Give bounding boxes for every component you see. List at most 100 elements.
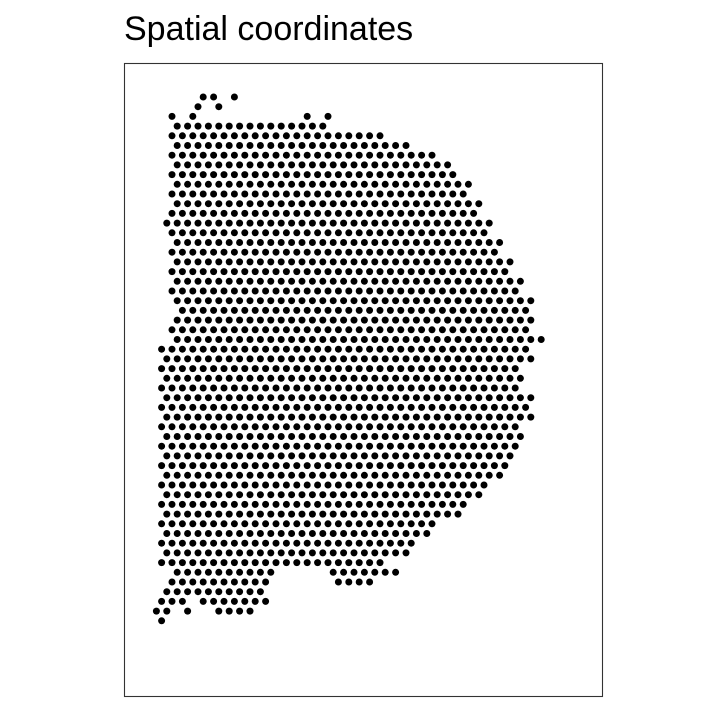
spot-point — [241, 268, 249, 276]
spot-point — [262, 384, 270, 392]
spot-point — [163, 413, 171, 421]
spot-point — [527, 355, 535, 363]
spot-point — [230, 345, 238, 353]
spot-point — [340, 471, 348, 479]
spot-point — [189, 326, 197, 334]
spot-point — [423, 277, 431, 285]
spot-point — [444, 433, 452, 440]
spot-point — [194, 219, 202, 227]
spot-point — [158, 442, 166, 450]
spot-point — [340, 374, 348, 382]
spot-point — [288, 258, 296, 266]
spot-point — [308, 394, 316, 402]
spot-point — [194, 200, 202, 208]
spot-point — [288, 277, 296, 285]
spot-point — [386, 190, 394, 198]
spot-point — [210, 190, 218, 198]
spot-point — [288, 142, 296, 149]
spot-point — [314, 171, 322, 179]
spot-point — [418, 248, 426, 256]
spot-point — [386, 442, 394, 450]
spot-point — [256, 200, 264, 208]
spot-point — [319, 219, 327, 227]
spot-point — [366, 442, 374, 450]
spot-point — [282, 268, 290, 276]
spot-point — [516, 355, 524, 363]
spot-point — [324, 229, 332, 237]
spot-point — [480, 403, 488, 411]
spot-point — [506, 452, 514, 460]
spot-point — [360, 530, 368, 537]
spot-point — [438, 462, 446, 470]
spot-point — [298, 394, 306, 402]
spot-point — [319, 316, 327, 324]
spot-point — [360, 452, 368, 460]
spot-point — [314, 209, 322, 217]
spot-point — [340, 316, 348, 324]
spot-point — [199, 268, 207, 276]
spot-point — [303, 190, 311, 198]
spot-point — [340, 200, 348, 208]
spot-point — [407, 190, 415, 198]
spot-point — [163, 219, 171, 227]
spot-point — [423, 161, 431, 169]
spot-point — [324, 190, 332, 198]
spot-point — [230, 326, 238, 334]
spot-point — [168, 403, 176, 411]
spot-point — [386, 384, 394, 392]
spot-point — [397, 423, 405, 431]
spot-point — [204, 413, 212, 421]
spot-point — [204, 200, 212, 208]
spot-point — [402, 161, 410, 169]
spot-point — [345, 190, 353, 198]
spot-point — [334, 287, 342, 295]
spot-point — [251, 384, 259, 392]
spot-point — [360, 258, 368, 266]
spot-point — [355, 500, 363, 508]
spot-point — [230, 403, 238, 411]
spot-point — [293, 520, 301, 528]
spot-point — [267, 530, 275, 537]
spot-point — [178, 229, 186, 237]
spot-point — [272, 481, 280, 489]
spot-point — [470, 384, 478, 392]
spot-point — [345, 520, 353, 528]
spot-point — [194, 316, 202, 324]
spot-point — [256, 258, 264, 266]
spot-point — [506, 433, 514, 440]
spot-point — [376, 151, 384, 159]
spot-point — [267, 142, 275, 149]
spot-point — [459, 442, 467, 450]
spot-point — [366, 190, 374, 198]
spot-point — [319, 374, 327, 382]
spot-point — [199, 287, 207, 295]
spot-point — [298, 142, 306, 149]
spot-point — [236, 180, 244, 188]
spot-point — [256, 297, 264, 305]
spot-point — [194, 394, 202, 402]
spot-point — [319, 413, 327, 421]
spot-point — [210, 151, 218, 159]
spot-point — [308, 355, 316, 363]
spot-point — [397, 171, 405, 179]
spot-point — [293, 559, 301, 567]
spot-point — [376, 539, 384, 547]
spot-point — [501, 423, 509, 431]
spot-point — [308, 180, 316, 188]
spot-point — [527, 297, 535, 305]
spot-point — [210, 423, 218, 431]
spot-point — [334, 151, 342, 159]
spot-point — [324, 539, 332, 547]
spot-point — [236, 549, 244, 557]
spot-point — [506, 394, 514, 402]
spot-point — [397, 442, 405, 450]
spot-point — [454, 297, 462, 305]
spot-point — [490, 403, 498, 411]
spot-point — [402, 219, 410, 227]
spot-point — [163, 510, 171, 518]
spot-point — [173, 122, 181, 130]
spot-point — [173, 471, 181, 479]
spot-point — [288, 336, 296, 343]
spot-point — [168, 190, 176, 198]
spot-point — [464, 180, 472, 188]
